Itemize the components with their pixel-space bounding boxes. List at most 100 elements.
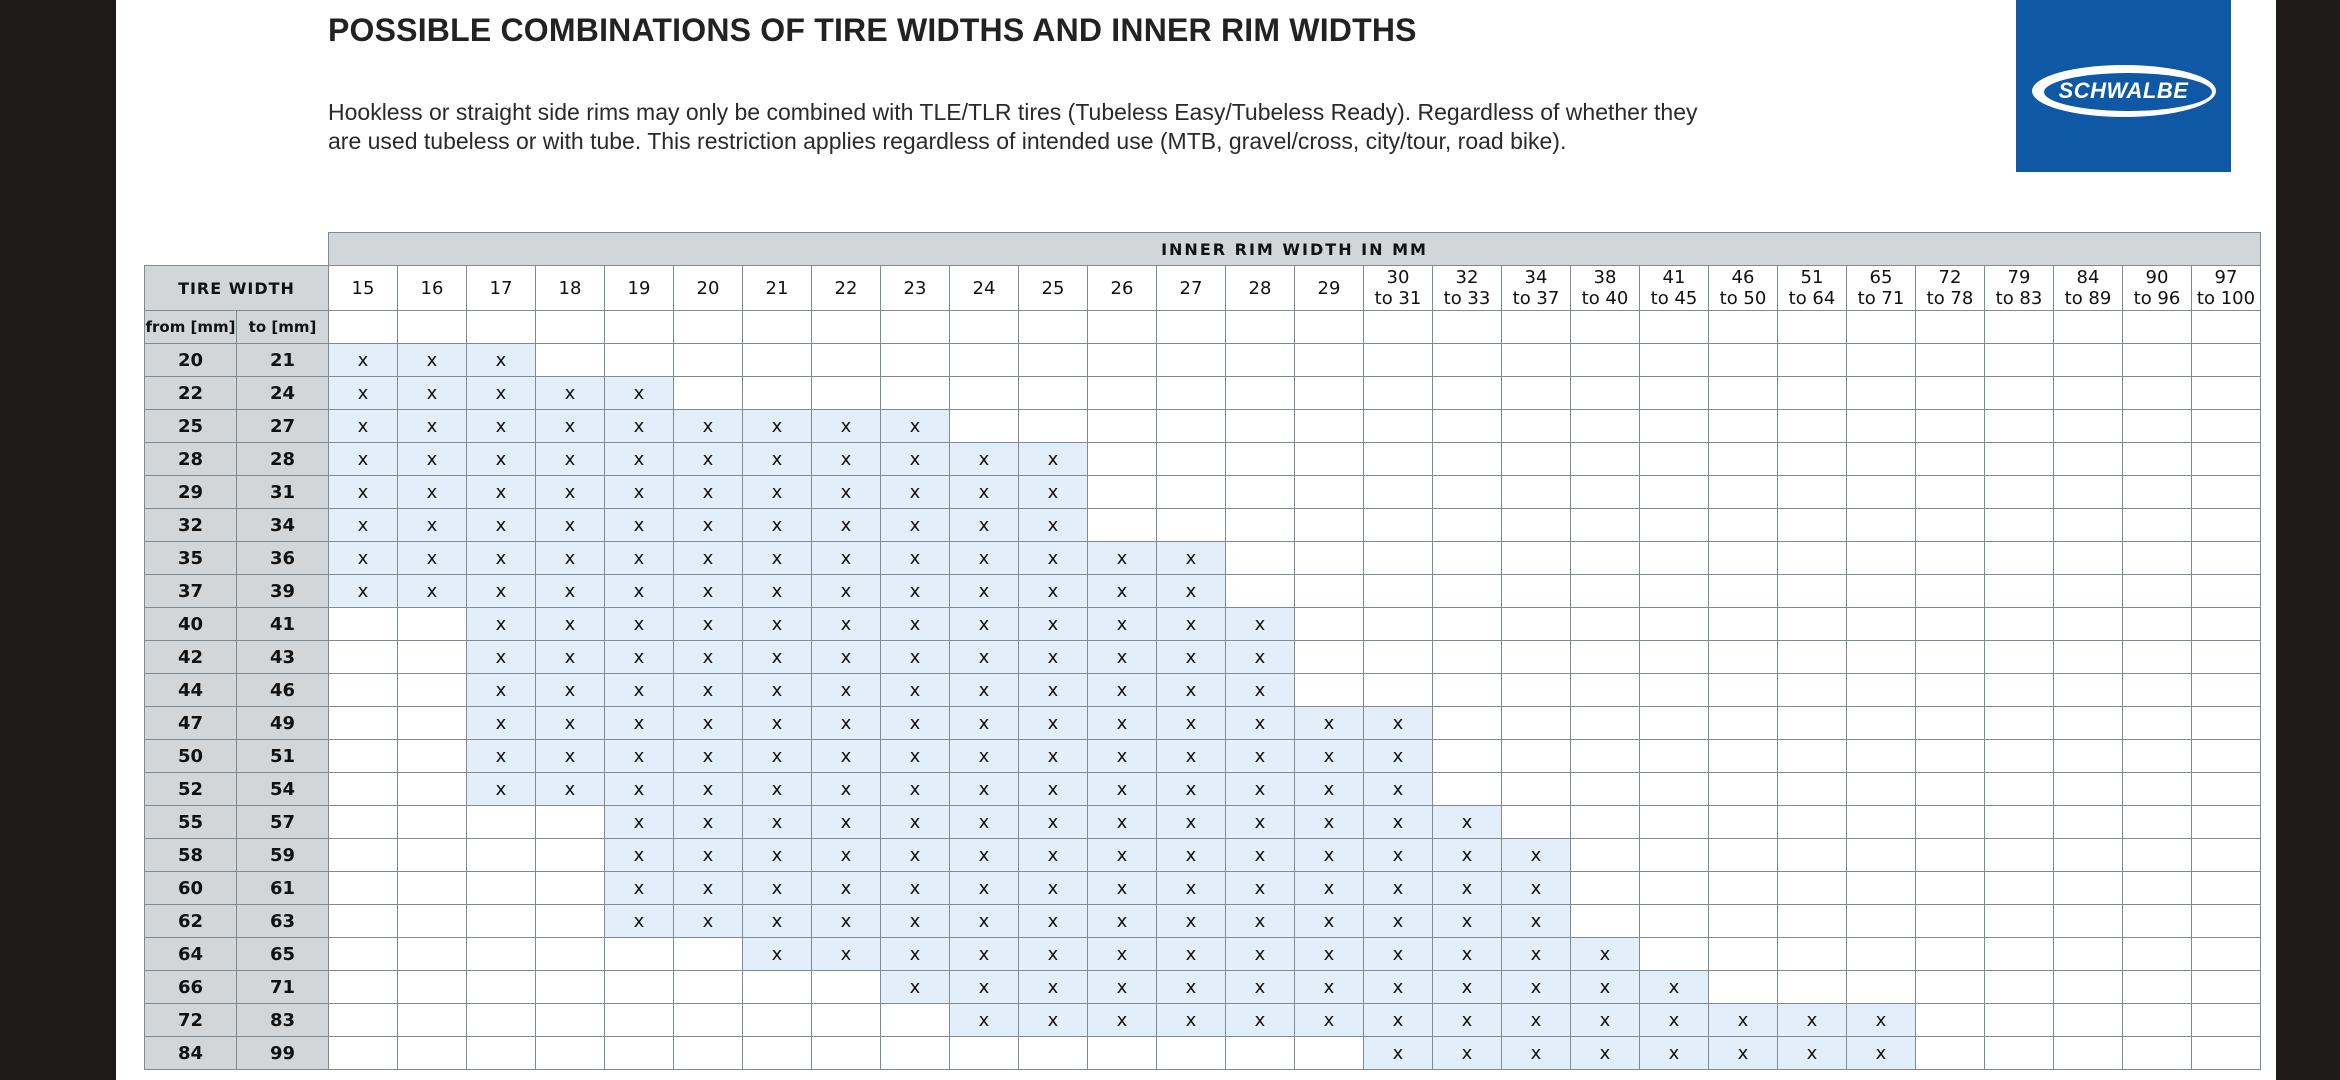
blank-subheader-cell: [1570, 310, 1640, 344]
compatible-cell: x: [1087, 1003, 1157, 1037]
tire-from-cell: 20: [144, 343, 237, 377]
rim-width-col-26: 90 to 96: [2122, 265, 2192, 311]
incompatible-cell: [1708, 970, 1778, 1004]
compatible-cell: x: [535, 541, 605, 575]
compatible-cell: x: [1432, 871, 1502, 905]
incompatible-cell: [1915, 508, 1985, 542]
compatible-cell: x: [1363, 772, 1433, 806]
incompatible-cell: [1225, 442, 1295, 476]
incompatible-cell: [604, 937, 674, 971]
tire-width-header: TIRE WIDTH: [144, 265, 329, 311]
compatible-cell: x: [1018, 541, 1088, 575]
incompatible-cell: [2122, 640, 2192, 674]
incompatible-cell: [1432, 508, 1502, 542]
rim-width-col-12: 27: [1156, 265, 1226, 311]
incompatible-cell: [328, 607, 398, 641]
compatible-cell: x: [604, 607, 674, 641]
incompatible-cell: [1915, 343, 1985, 377]
compatible-cell: x: [1846, 1036, 1916, 1070]
incompatible-cell: [1915, 1036, 1985, 1070]
logo-swoosh-icon: [2032, 65, 2216, 117]
tire-from-cell: 64: [144, 937, 237, 971]
incompatible-cell: [1708, 409, 1778, 443]
compatible-cell: x: [1087, 739, 1157, 773]
compatible-cell: x: [742, 607, 812, 641]
incompatible-cell: [2122, 409, 2192, 443]
incompatible-cell: [1294, 574, 1364, 608]
incompatible-cell: [2053, 409, 2123, 443]
incompatible-cell: [466, 838, 536, 872]
incompatible-cell: [1915, 970, 1985, 1004]
incompatible-cell: [1777, 508, 1847, 542]
incompatible-cell: [2053, 442, 2123, 476]
compatible-cell: x: [1363, 937, 1433, 971]
compatible-cell: x: [880, 475, 950, 509]
incompatible-cell: [1363, 343, 1433, 377]
incompatible-cell: [1915, 475, 1985, 509]
compatible-cell: x: [535, 640, 605, 674]
compatible-cell: x: [1363, 1036, 1433, 1070]
incompatible-cell: [466, 970, 536, 1004]
compatible-cell: x: [604, 673, 674, 707]
compatible-cell: x: [604, 904, 674, 938]
incompatible-cell: [1570, 574, 1640, 608]
compatible-cell: x: [742, 937, 812, 971]
compatible-cell: x: [1156, 574, 1226, 608]
incompatible-cell: [2053, 739, 2123, 773]
incompatible-cell: [535, 838, 605, 872]
compatible-cell: x: [1018, 970, 1088, 1004]
incompatible-cell: [2122, 673, 2192, 707]
incompatible-cell: [1984, 937, 2054, 971]
incompatible-cell: [811, 376, 881, 410]
incompatible-cell: [949, 376, 1019, 410]
compatible-cell: x: [949, 838, 1019, 872]
rim-width-col-21: 51 to 64: [1777, 265, 1847, 311]
compatible-cell: x: [328, 409, 398, 443]
compatible-cell: x: [1018, 871, 1088, 905]
compatible-cell: x: [466, 772, 536, 806]
compatible-cell: x: [742, 838, 812, 872]
incompatible-cell: [1225, 541, 1295, 575]
incompatible-cell: [2122, 772, 2192, 806]
incompatible-cell: [1294, 475, 1364, 509]
tire-to-cell: 31: [236, 475, 329, 509]
compatible-cell: x: [1156, 772, 1226, 806]
incompatible-cell: [1087, 409, 1157, 443]
blank-subheader-cell: [742, 310, 812, 344]
tire-to-cell: 51: [236, 739, 329, 773]
incompatible-cell: [397, 970, 467, 1004]
compatible-cell: x: [949, 475, 1019, 509]
incompatible-cell: [1915, 541, 1985, 575]
incompatible-cell: [2053, 970, 2123, 1004]
incompatible-cell: [2191, 607, 2261, 641]
compatible-cell: x: [949, 1003, 1019, 1037]
compatible-cell: x: [1639, 1036, 1709, 1070]
rim-width-col-27: 97 to 100: [2191, 265, 2261, 311]
compatible-cell: x: [1432, 904, 1502, 938]
incompatible-cell: [1570, 475, 1640, 509]
incompatible-cell: [604, 1003, 674, 1037]
tire-to-cell: 41: [236, 607, 329, 641]
incompatible-cell: [1777, 838, 1847, 872]
compatible-cell: x: [1846, 1003, 1916, 1037]
incompatible-cell: [2053, 937, 2123, 971]
incompatible-cell: [1708, 838, 1778, 872]
incompatible-cell: [1915, 838, 1985, 872]
compatible-cell: x: [1639, 970, 1709, 1004]
blank-subheader-cell: [2053, 310, 2123, 344]
tire-from-cell: 84: [144, 1036, 237, 1070]
incompatible-cell: [1846, 970, 1916, 1004]
rim-width-col-3: 18: [535, 265, 605, 311]
incompatible-cell: [1087, 343, 1157, 377]
compatible-cell: x: [604, 805, 674, 839]
incompatible-cell: [604, 343, 674, 377]
compatible-cell: x: [604, 871, 674, 905]
incompatible-cell: [1777, 574, 1847, 608]
compatible-cell: x: [1018, 673, 1088, 707]
blank-subheader-cell: [1639, 310, 1709, 344]
incompatible-cell: [673, 970, 743, 1004]
compatible-cell: x: [1018, 739, 1088, 773]
incompatible-cell: [1984, 706, 2054, 740]
incompatible-cell: [1708, 475, 1778, 509]
compatible-cell: x: [880, 838, 950, 872]
